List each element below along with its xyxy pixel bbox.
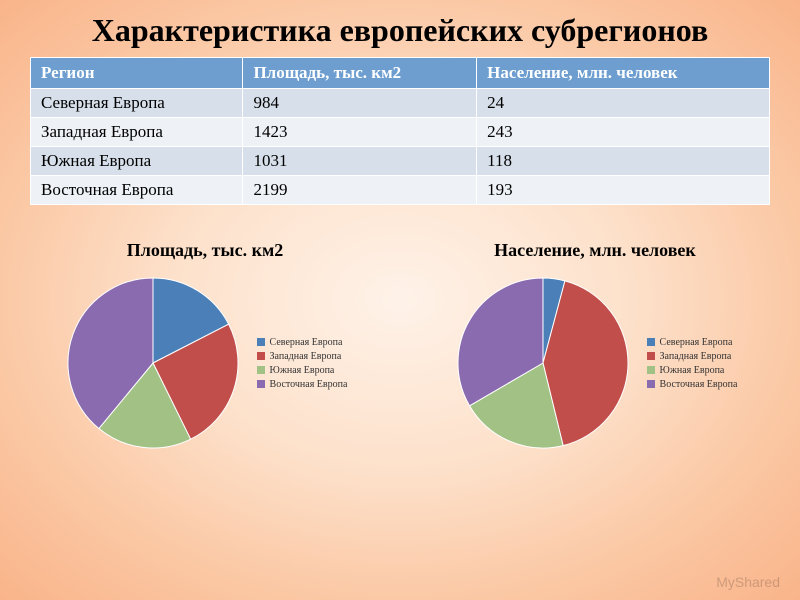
legend-swatch [257,366,265,374]
legend-item: Северная Европа [257,337,348,348]
legend-swatch [647,352,655,360]
legend-label: Южная Европа [270,365,335,376]
cell: 1423 [243,118,477,147]
cell: Восточная Европа [31,176,243,205]
legend-item: Западная Европа [647,351,738,362]
legend-label: Восточная Европа [660,379,738,390]
legend-swatch [257,338,265,346]
charts-row: Площадь, тыс. км2 Северная Европа Западна… [0,240,800,453]
legend-item: Восточная Европа [257,379,348,390]
table-row: Северная Европа 984 24 [31,89,770,118]
legend-swatch [647,338,655,346]
data-table-wrap: Регион Площадь, тыс. км2 Население, млн.… [30,57,770,205]
legend-item: Северная Европа [647,337,738,348]
legend-swatch [257,352,265,360]
legend-item: Южная Европа [257,365,348,376]
cell: 24 [477,89,770,118]
pie-population [453,273,633,453]
legend-label: Западная Европа [660,351,732,362]
col-area: Площадь, тыс. км2 [243,58,477,89]
chart-population: Население, млн. человек Северная Европа З… [453,240,738,453]
legend-label: Восточная Европа [270,379,348,390]
legend-swatch [647,380,655,388]
chart-population-title: Население, млн. человек [494,240,696,261]
legend-label: Южная Европа [660,365,725,376]
legend-item: Южная Европа [647,365,738,376]
table-row: Восточная Европа 2199 193 [31,176,770,205]
cell: 984 [243,89,477,118]
cell: 193 [477,176,770,205]
legend-label: Северная Европа [660,337,733,348]
legend-swatch [647,366,655,374]
legend-item: Западная Европа [257,351,348,362]
legend-label: Северная Европа [270,337,343,348]
cell: 2199 [243,176,477,205]
col-population: Население, млн. человек [477,58,770,89]
legend-swatch [257,380,265,388]
data-table: Регион Площадь, тыс. км2 Население, млн.… [30,57,770,205]
legend-label: Западная Европа [270,351,342,362]
cell: Западная Европа [31,118,243,147]
watermark: MyShared [716,574,780,590]
col-region: Регион [31,58,243,89]
table-row: Западная Европа 1423 243 [31,118,770,147]
pie-area [63,273,243,453]
legend-item: Восточная Европа [647,379,738,390]
page-title: Характеристика европейских субрегионов [0,0,800,57]
chart-area: Площадь, тыс. км2 Северная Европа Западна… [63,240,348,453]
cell: 1031 [243,147,477,176]
cell: Северная Европа [31,89,243,118]
chart-area-title: Площадь, тыс. км2 [127,240,283,261]
cell: 118 [477,147,770,176]
cell: 243 [477,118,770,147]
legend-area: Северная Европа Западная Европа Южная Евро… [257,334,348,393]
cell: Южная Европа [31,147,243,176]
table-row: Южная Европа 1031 118 [31,147,770,176]
legend-population: Северная Европа Западная Европа Южная Евро… [647,334,738,393]
